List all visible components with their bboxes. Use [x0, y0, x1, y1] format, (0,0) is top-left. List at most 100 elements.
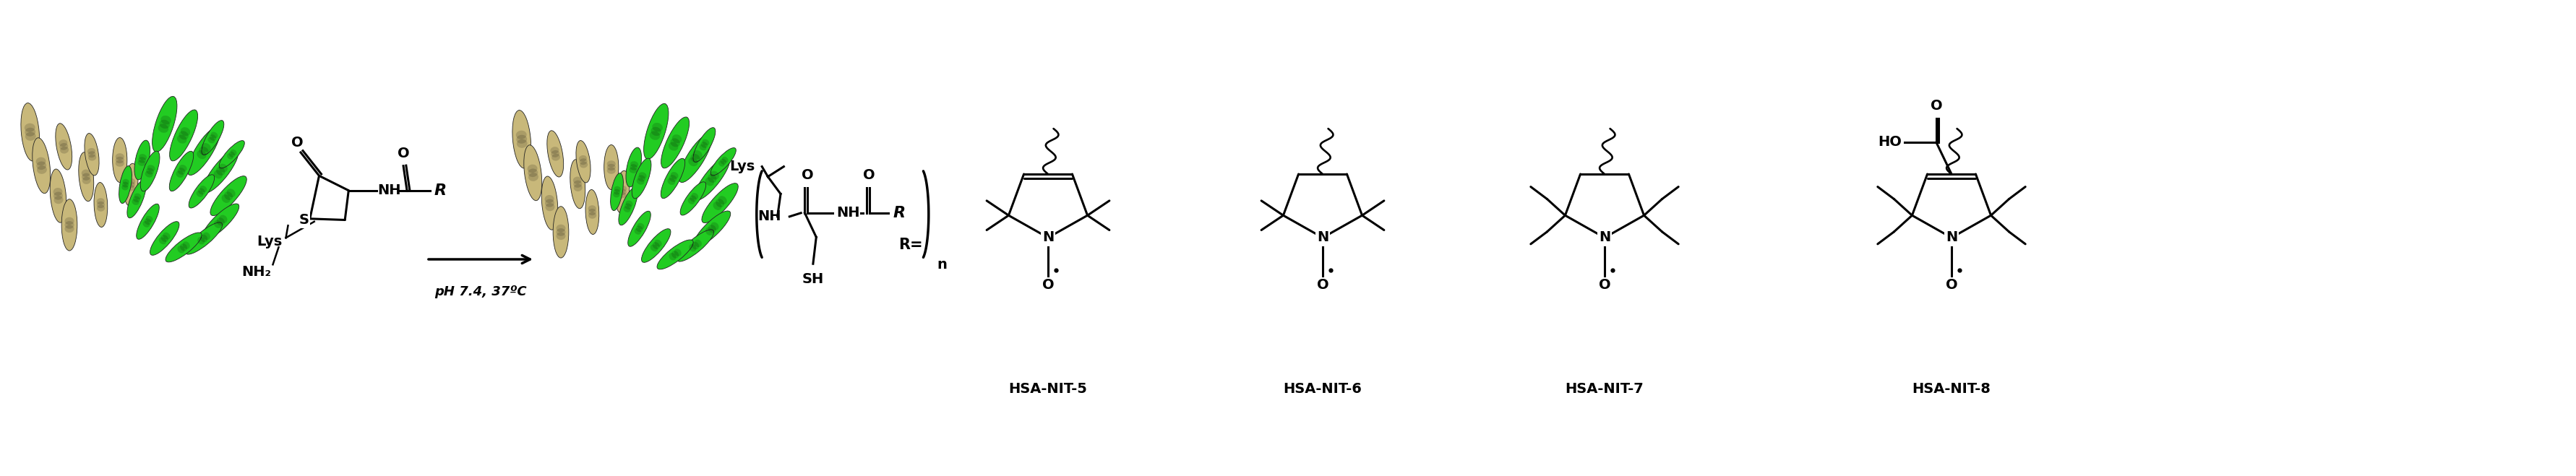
Ellipse shape: [121, 182, 129, 188]
Ellipse shape: [160, 237, 167, 244]
Ellipse shape: [528, 169, 538, 177]
Ellipse shape: [126, 185, 134, 191]
Ellipse shape: [626, 148, 641, 187]
Ellipse shape: [523, 145, 541, 200]
Ellipse shape: [714, 202, 721, 210]
Ellipse shape: [546, 199, 554, 207]
Ellipse shape: [98, 201, 106, 208]
Ellipse shape: [54, 196, 64, 204]
Text: N: N: [1316, 231, 1329, 245]
Ellipse shape: [170, 151, 193, 191]
Ellipse shape: [690, 195, 696, 202]
Text: R: R: [433, 183, 446, 198]
Ellipse shape: [611, 173, 623, 210]
Ellipse shape: [626, 200, 634, 207]
Ellipse shape: [556, 224, 567, 232]
Ellipse shape: [188, 175, 214, 208]
Ellipse shape: [515, 135, 528, 144]
Ellipse shape: [201, 143, 211, 152]
Ellipse shape: [608, 160, 616, 167]
Ellipse shape: [98, 205, 106, 211]
Ellipse shape: [518, 139, 528, 148]
Ellipse shape: [711, 171, 719, 179]
Ellipse shape: [631, 159, 652, 198]
Text: Lys: Lys: [729, 160, 755, 173]
Ellipse shape: [209, 137, 214, 143]
Ellipse shape: [82, 177, 90, 184]
Text: NH: NH: [837, 206, 860, 220]
Ellipse shape: [528, 173, 538, 181]
Ellipse shape: [670, 175, 677, 182]
Ellipse shape: [577, 140, 590, 183]
Ellipse shape: [556, 232, 567, 240]
Ellipse shape: [672, 251, 680, 258]
Text: O: O: [1929, 99, 1942, 112]
Ellipse shape: [227, 188, 234, 197]
Ellipse shape: [649, 131, 659, 140]
Ellipse shape: [36, 161, 46, 170]
Ellipse shape: [629, 211, 652, 247]
Ellipse shape: [116, 160, 124, 167]
Ellipse shape: [162, 232, 170, 239]
Ellipse shape: [121, 185, 129, 190]
Ellipse shape: [644, 104, 670, 159]
Ellipse shape: [216, 218, 224, 226]
Ellipse shape: [711, 148, 737, 176]
Ellipse shape: [36, 157, 46, 166]
Ellipse shape: [175, 170, 183, 178]
Ellipse shape: [623, 203, 631, 209]
Ellipse shape: [139, 154, 147, 160]
Ellipse shape: [23, 123, 36, 132]
Text: O: O: [1043, 278, 1054, 292]
Ellipse shape: [160, 119, 170, 129]
Ellipse shape: [608, 167, 616, 174]
Text: R: R: [894, 206, 907, 220]
Ellipse shape: [82, 169, 90, 177]
Text: S: S: [299, 213, 309, 227]
Ellipse shape: [64, 225, 75, 233]
Ellipse shape: [574, 184, 582, 191]
Ellipse shape: [196, 150, 206, 159]
Text: O: O: [291, 136, 304, 149]
Text: pH 7.4, 37ºC: pH 7.4, 37ºC: [435, 285, 526, 298]
Ellipse shape: [672, 134, 683, 143]
Ellipse shape: [144, 171, 152, 178]
Ellipse shape: [580, 159, 587, 165]
Ellipse shape: [613, 186, 621, 192]
Ellipse shape: [667, 178, 675, 185]
Ellipse shape: [721, 157, 729, 163]
Ellipse shape: [708, 174, 716, 183]
Ellipse shape: [636, 226, 644, 232]
Ellipse shape: [662, 117, 690, 168]
Ellipse shape: [690, 242, 698, 249]
Ellipse shape: [211, 132, 219, 138]
Ellipse shape: [64, 217, 75, 225]
Ellipse shape: [690, 154, 701, 163]
Ellipse shape: [26, 128, 36, 137]
Ellipse shape: [629, 164, 639, 170]
Ellipse shape: [216, 167, 224, 176]
Ellipse shape: [639, 175, 647, 182]
Ellipse shape: [113, 138, 126, 182]
Ellipse shape: [670, 253, 675, 260]
Ellipse shape: [551, 150, 559, 158]
Text: O: O: [1600, 278, 1610, 292]
Ellipse shape: [82, 173, 90, 180]
Ellipse shape: [721, 159, 726, 165]
Ellipse shape: [657, 240, 693, 269]
Text: n: n: [938, 258, 948, 271]
Ellipse shape: [211, 176, 247, 216]
Ellipse shape: [147, 165, 155, 171]
Ellipse shape: [180, 165, 188, 172]
Ellipse shape: [201, 120, 224, 155]
Ellipse shape: [580, 161, 587, 168]
Ellipse shape: [149, 221, 180, 255]
Text: R=: R=: [899, 238, 922, 252]
Ellipse shape: [618, 188, 639, 225]
Text: O: O: [1316, 278, 1329, 292]
Ellipse shape: [137, 204, 160, 239]
Ellipse shape: [696, 239, 701, 247]
Ellipse shape: [572, 177, 582, 184]
Ellipse shape: [652, 242, 659, 249]
Ellipse shape: [639, 172, 647, 178]
